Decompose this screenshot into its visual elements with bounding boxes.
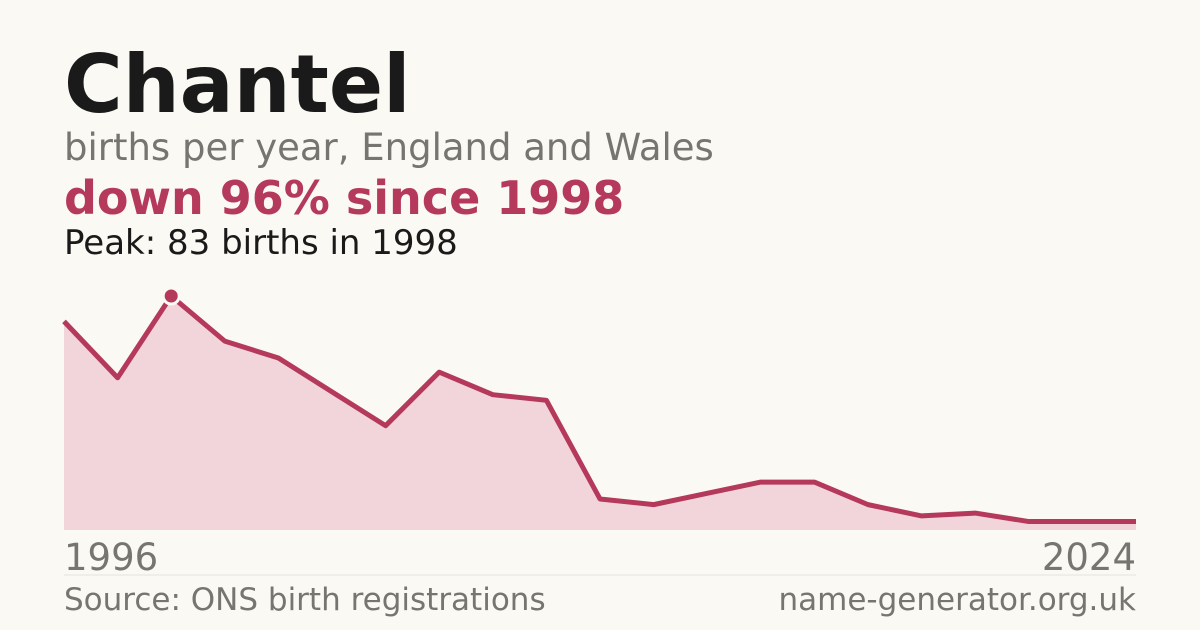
headline: down 96% since 1998 — [64, 171, 624, 225]
plot: 1996 2024 — [62, 286, 1136, 579]
source: Source: ONS birth registrations — [64, 582, 546, 618]
site: name-generator.org.uk — [779, 582, 1137, 618]
x-tick-label: 2024 — [1042, 536, 1136, 579]
peak-marker — [161, 286, 181, 306]
peak-note: Peak: 83 births in 1998 — [64, 223, 458, 263]
x-tick-label: 1996 — [64, 536, 158, 579]
subtitle: births per year, England and Wales — [64, 126, 714, 169]
area-fill — [64, 296, 1136, 530]
title: Chantel — [64, 38, 411, 131]
line — [62, 293, 1136, 525]
